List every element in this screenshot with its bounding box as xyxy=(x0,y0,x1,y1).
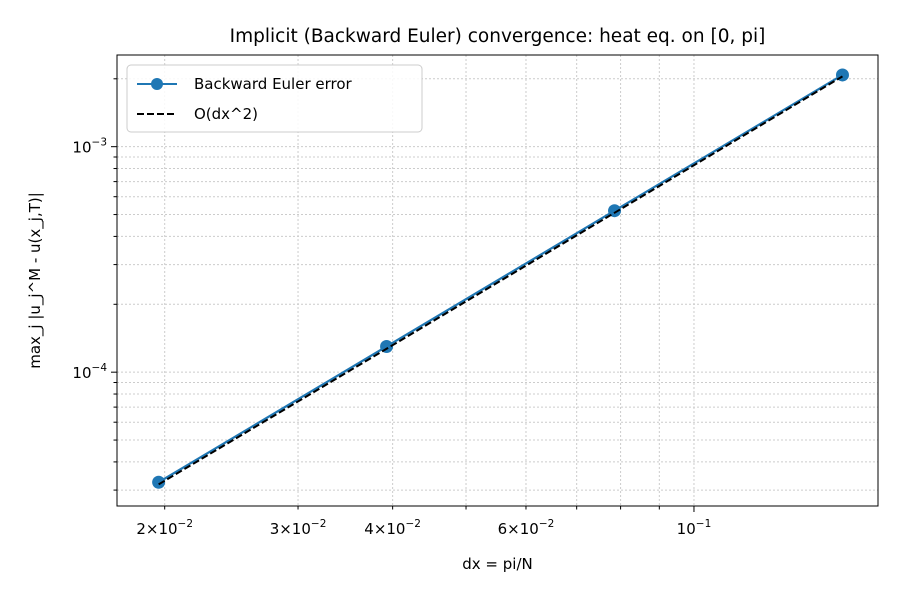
data-point xyxy=(608,204,622,218)
series-layer xyxy=(152,68,849,489)
x-tick-label: 2×10−2 xyxy=(136,518,193,538)
y-tick-label: 10−3 xyxy=(72,137,107,157)
plot-frame xyxy=(116,54,879,507)
legend-marker-0 xyxy=(151,78,163,90)
y-axis-label: max_j |u_j^M - u(x_j,T)| xyxy=(26,192,45,369)
y-tick-label: 10−4 xyxy=(72,362,107,382)
series-line-0 xyxy=(158,74,844,484)
legend: Backward Euler error O(dx^2) xyxy=(126,64,423,133)
x-tick-label: 10−1 xyxy=(677,518,712,538)
legend-label-1: O(dx^2) xyxy=(194,105,258,123)
series-line-1 xyxy=(158,75,843,486)
x-tick-label: 4×10−2 xyxy=(364,518,421,538)
ticks: 2×10−2 3×10−2 4×10−2 6×10−2 10−1 10−4 10−3 xyxy=(72,78,712,538)
legend-box xyxy=(126,64,423,133)
grid xyxy=(117,55,878,506)
chart-title: Implicit (Backward Euler) convergence: h… xyxy=(230,26,766,47)
legend-label-0: Backward Euler error xyxy=(194,75,353,93)
x-axis-label: dx = pi/N xyxy=(462,555,532,573)
data-point xyxy=(152,475,166,489)
x-tick-label: 3×10−2 xyxy=(270,518,327,538)
x-tick-label: 6×10−2 xyxy=(498,518,555,538)
